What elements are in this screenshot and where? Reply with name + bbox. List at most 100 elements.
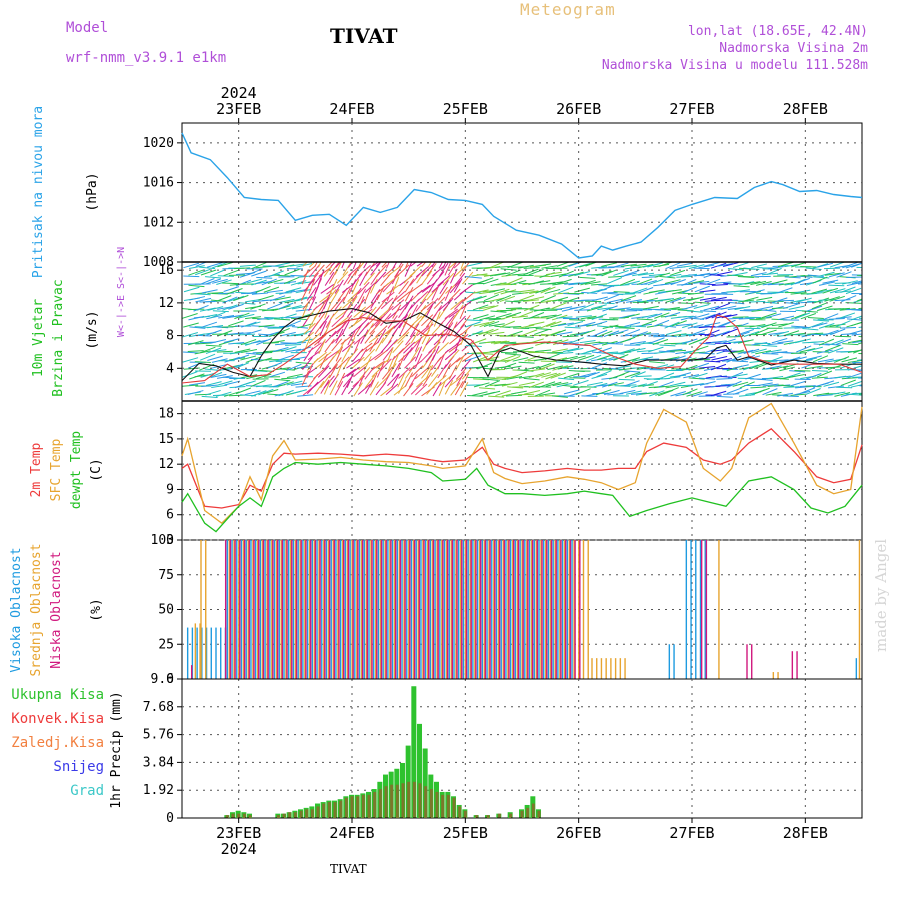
wind-barb — [828, 347, 844, 354]
wind-barb — [715, 321, 732, 328]
wind-barb — [595, 389, 612, 396]
pressure-ylabel: Pritisak na nivou mora — [31, 106, 46, 278]
wind-barb — [408, 360, 422, 372]
wind-barb — [584, 371, 600, 378]
wind-barb — [829, 295, 845, 302]
wind-barb — [540, 321, 556, 329]
wind-barb — [460, 262, 465, 269]
wind-barb — [207, 306, 224, 311]
wind-barb — [846, 330, 862, 336]
wind-barb — [227, 314, 244, 318]
wind-barb — [442, 297, 454, 312]
precip-conv-bar — [316, 806, 320, 818]
wind-barb — [742, 364, 759, 371]
wind-barb — [438, 375, 452, 387]
wind-barb — [550, 329, 567, 336]
wind-barb — [257, 317, 274, 321]
wind-barb — [235, 387, 252, 395]
wind-barb — [563, 297, 579, 303]
wind-barb — [620, 263, 637, 267]
wind-barb — [568, 337, 584, 345]
wind-barb — [393, 316, 406, 329]
wind-barb — [851, 309, 862, 311]
precip-panel: 0 1.92 3.84 5.76 7.68 9.6 — [143, 672, 863, 826]
wind-barb — [613, 354, 629, 361]
wind-barb — [505, 325, 522, 328]
wind-barb — [274, 262, 291, 267]
wind-barb — [835, 335, 852, 338]
wind-barb — [251, 270, 267, 277]
wind-barb — [347, 337, 356, 352]
wind-barb — [688, 264, 705, 270]
wind-barb — [688, 296, 704, 302]
wind-barb — [524, 386, 541, 388]
wind-barb — [207, 355, 223, 362]
wind-barb — [522, 329, 538, 336]
wind-barb — [461, 366, 473, 380]
wind-barb — [811, 376, 828, 379]
wind-barb — [619, 389, 636, 395]
wind-barb — [680, 264, 697, 268]
wind-barb — [665, 297, 682, 303]
wind-barb — [206, 262, 223, 268]
wind-barb — [444, 343, 459, 354]
wind-barb — [414, 368, 428, 380]
wind-barb — [574, 271, 591, 277]
wind-barb — [488, 395, 505, 398]
wind-barb — [335, 262, 342, 268]
wind-barb — [210, 349, 227, 353]
wind-barb — [805, 267, 822, 271]
wind-barb — [323, 375, 335, 389]
wind-barb — [636, 349, 653, 353]
wind-barb — [620, 295, 637, 302]
wind-barb — [306, 381, 319, 395]
wind-barb — [449, 333, 463, 345]
wind-barb — [416, 269, 426, 284]
wind-barb — [772, 291, 789, 294]
wind-barb — [326, 289, 337, 303]
wind-barb — [258, 333, 275, 336]
wind-barbs — [182, 262, 862, 399]
wind-barb — [380, 313, 392, 326]
wind-barb — [286, 373, 303, 378]
wind-barb — [308, 342, 322, 353]
wind-barb — [318, 339, 326, 355]
wind-barb — [638, 272, 655, 276]
wind-barb — [505, 311, 522, 318]
precip-conv-bar — [424, 786, 428, 818]
wind-barb — [240, 339, 257, 346]
wind-barb — [711, 311, 727, 319]
wind-barb — [421, 365, 432, 379]
wind-barb — [771, 279, 788, 285]
wind-barb — [586, 306, 603, 312]
wind-barb — [734, 331, 750, 338]
wind-barb — [302, 356, 313, 371]
wind-barb — [602, 324, 619, 329]
wind-barb — [454, 265, 467, 278]
wind-barb — [539, 392, 556, 396]
wind-barb — [653, 319, 670, 327]
wind-barb — [233, 342, 250, 345]
wind-barb — [845, 393, 862, 396]
wind-barb — [200, 372, 217, 378]
precip-conv-bar — [242, 813, 246, 818]
wind-barb — [335, 316, 349, 328]
wind-barb — [624, 280, 640, 286]
wind-barb — [387, 373, 399, 387]
wind-barb — [816, 349, 833, 354]
wind-barb — [448, 357, 461, 369]
precip-conv-bar — [327, 802, 331, 818]
wind-barb — [403, 341, 416, 354]
wind-barb — [808, 341, 825, 344]
precip-conv-bar — [412, 781, 416, 818]
wind-barb — [351, 272, 363, 287]
wind-barb — [620, 336, 636, 344]
legend-conv: Konvek.Kisa — [11, 711, 104, 727]
wind-barb — [579, 321, 596, 327]
wind-barb — [410, 329, 420, 344]
wind-barb — [471, 295, 487, 302]
wind-barb — [228, 303, 244, 310]
wind-barb — [285, 316, 302, 319]
wind-barb — [682, 322, 698, 329]
wind-barb — [755, 317, 772, 320]
